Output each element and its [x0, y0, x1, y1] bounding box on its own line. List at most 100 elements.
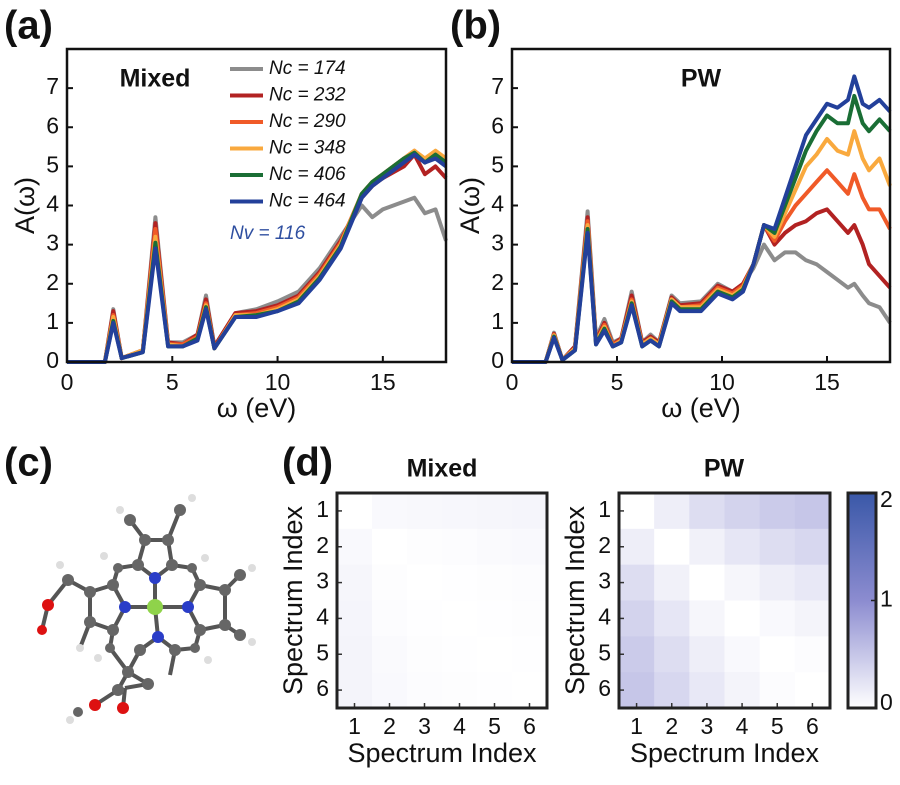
panel-label: (a) [4, 4, 53, 48]
x-tick-label: 1 [630, 713, 643, 739]
molecule-atoms [37, 494, 256, 724]
x-tick-label: 3 [701, 713, 714, 739]
x-tick-label: 5 [771, 713, 784, 739]
y-tick-label: 7 [491, 73, 504, 99]
series-line [67, 148, 448, 364]
x-axis-label: ω (eV) [661, 393, 741, 423]
y-tick-label: 5 [316, 639, 329, 665]
x-tick-label: 15 [814, 369, 840, 395]
plot-frame [335, 491, 549, 710]
heatmap-cell [654, 600, 690, 637]
x-axis-label: Spectrum Index [347, 738, 537, 768]
heatmap-cell [794, 672, 831, 709]
heatmap-cell [477, 564, 513, 601]
heatmap-cell [442, 672, 478, 709]
y-axis-label: A(ω) [10, 177, 40, 234]
x-tick-label: 4 [736, 713, 749, 739]
heatmap-cell [619, 528, 655, 566]
x-axis-label: Spectrum Index [630, 738, 820, 768]
heatmap-cell [654, 528, 690, 566]
y-tick-label: 6 [598, 675, 611, 701]
heatmap-cell [442, 636, 478, 673]
heatmap-cell [654, 636, 690, 673]
x-tick-label: 1 [348, 713, 361, 739]
chart-title: Mixed [120, 65, 191, 93]
y-tick-label: 5 [491, 151, 504, 177]
series-line [512, 207, 892, 364]
y-tick-label: 1 [491, 308, 504, 334]
heatmap-cell [512, 564, 548, 601]
heatmap-cell [337, 564, 373, 601]
heatmap-cell [372, 672, 408, 709]
heatmap-cell [794, 600, 831, 637]
x-tick-label: 10 [709, 369, 735, 395]
y-axis-label: Spectrum Index [278, 505, 308, 695]
heatmap-cell [759, 564, 796, 601]
y-tick-label: 6 [491, 112, 504, 138]
heatmap-cell [337, 528, 373, 566]
heatmap-cell [337, 493, 373, 530]
heatmap-cell [689, 528, 725, 566]
x-tick-label: 4 [453, 713, 466, 739]
heatmap-cell [407, 564, 443, 601]
heatmap-cell [689, 636, 725, 673]
x-tick-label: 15 [370, 369, 396, 395]
panel-label: (d) [282, 441, 333, 485]
heatmap-cell [689, 564, 725, 601]
x-tick-label: 6 [806, 713, 819, 739]
heatmap-cell [794, 636, 831, 673]
heatmap-cell [477, 493, 513, 530]
y-tick-label: 1 [598, 496, 611, 522]
series-line [67, 152, 448, 364]
y-tick-label: 3 [46, 230, 59, 256]
y-tick-label: 4 [316, 603, 329, 629]
heatmap-cell [512, 636, 548, 673]
legend-label: Nc = 290 [269, 111, 346, 132]
heatmap-cell [372, 493, 408, 530]
legend-label: Nc = 406 [269, 164, 346, 185]
heatmap-cell [372, 564, 408, 601]
x-tick-label: 3 [418, 713, 431, 739]
heatmap-cell [407, 493, 443, 530]
legend-label: Nc = 232 [269, 85, 346, 106]
y-tick-label: 3 [491, 230, 504, 256]
x-tick-label: 6 [523, 713, 536, 739]
heatmap-cell [794, 528, 831, 566]
heatmap-cell [794, 564, 831, 601]
y-tick-label: 2 [491, 269, 504, 295]
heatmap-cell [512, 528, 548, 566]
heatmap-cell [619, 600, 655, 637]
x-tick-label: 5 [611, 369, 624, 395]
heatmap-cell [407, 636, 443, 673]
heatmap-cell [477, 636, 513, 673]
chart-title: PW [704, 455, 745, 483]
x-tick-label: 0 [506, 369, 519, 395]
x-tick-label: 10 [265, 369, 291, 395]
heatmap-cell [619, 564, 655, 601]
heatmap-cell [512, 493, 548, 530]
y-tick-label: 1 [46, 308, 59, 334]
heatmap-cell [654, 493, 690, 530]
heatmap-cell [337, 600, 373, 637]
y-tick-label: 4 [46, 191, 59, 217]
legend-label: Nc = 174 [269, 58, 346, 79]
series-line [512, 209, 892, 364]
y-tick-label: 2 [316, 532, 329, 558]
heatmap-cell [407, 600, 443, 637]
plot-frame [510, 47, 892, 364]
y-tick-label: 6 [46, 112, 59, 138]
legend-label: Nc = 348 [269, 138, 346, 159]
series-line [512, 129, 892, 364]
colorbar-tick-label: 0 [880, 689, 893, 715]
series-line [512, 93, 892, 364]
y-tick-label: 6 [316, 675, 329, 701]
y-tick-label: 4 [491, 191, 504, 217]
x-tick-label: 5 [166, 369, 179, 395]
heatmap-cell [337, 672, 373, 709]
y-axis-label: A(ω) [455, 177, 485, 234]
plot-frame [65, 47, 448, 364]
y-tick-label: 3 [316, 568, 329, 594]
colorbar-tick-label: 2 [880, 486, 893, 512]
